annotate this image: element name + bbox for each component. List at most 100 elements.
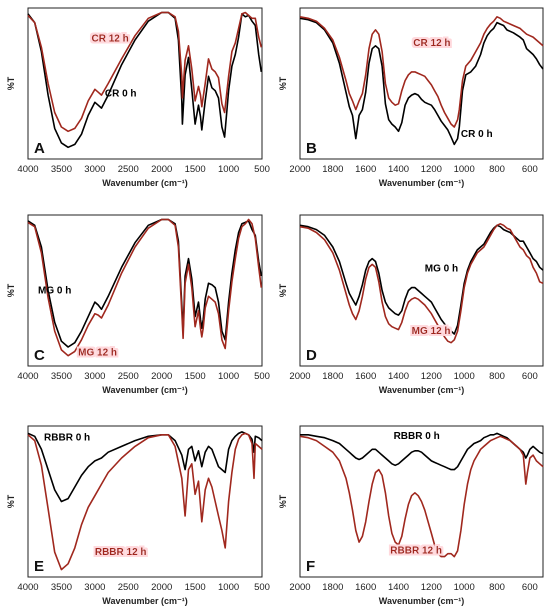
x-tick-label-a: 500 xyxy=(254,164,270,175)
series-line-c-control xyxy=(27,218,263,348)
x-tick-label-d: 2000 xyxy=(289,371,310,382)
x-tick-label-a: 4000 xyxy=(17,164,38,175)
series-line-d-control xyxy=(299,224,544,335)
panel-letter-d: D xyxy=(306,347,317,364)
panel-letter-b: B xyxy=(306,140,317,157)
plot-frame-a xyxy=(27,7,263,160)
plot-frame-e xyxy=(27,425,263,578)
x-tick-label-f: 2000 xyxy=(289,582,310,593)
x-tick-label-b: 1000 xyxy=(454,164,475,175)
x-tick-label-b: 1200 xyxy=(421,164,442,175)
series-line-d-treated xyxy=(299,223,544,344)
x-tick-label-a: 2000 xyxy=(151,164,172,175)
y-axis-label-b: %T xyxy=(278,76,288,90)
plot-frame-d xyxy=(299,214,544,367)
x-tick-label-d: 1200 xyxy=(421,371,442,382)
series-label-e-treated: RBBR 12 h xyxy=(95,547,147,558)
x-tick-label-a: 3500 xyxy=(51,164,72,175)
series-line-a-treated xyxy=(27,11,263,133)
x-tick-label-a: 1000 xyxy=(218,164,239,175)
x-tick-label-e: 500 xyxy=(254,582,270,593)
x-tick-label-e: 3000 xyxy=(84,582,105,593)
panel-b: CR 0 h CR 12 h 2000 1800 1600 1400 1200 1000 800… xyxy=(278,7,544,188)
x-tick-label-e: 3500 xyxy=(51,582,72,593)
series-label-b-control: CR 0 h xyxy=(461,129,493,140)
x-tick-label-c: 1000 xyxy=(218,371,239,382)
panel-f: RBBR 0 h RBBR 12 h 2000 1800 1600 1400 1200 100… xyxy=(278,425,544,606)
x-tick-label-a: 3000 xyxy=(84,164,105,175)
series-label-b-treated: CR 12 h xyxy=(413,38,450,49)
series-label-a-control: CR 0 h xyxy=(105,89,137,100)
x-tick-label-c: 3500 xyxy=(51,371,72,382)
x-tick-label-f: 1800 xyxy=(322,582,343,593)
series-label-a-treated: CR 12 h xyxy=(92,33,129,44)
panel-letter-c: C xyxy=(34,347,45,364)
x-tick-label-c: 3000 xyxy=(84,371,105,382)
x-tick-label-e: 2500 xyxy=(118,582,139,593)
x-tick-label-c: 500 xyxy=(254,371,270,382)
x-tick-label-a: 2500 xyxy=(118,164,139,175)
x-tick-label-d: 600 xyxy=(522,371,538,382)
series-line-c-treated xyxy=(27,218,263,357)
x-tick-label-f: 1200 xyxy=(421,582,442,593)
x-tick-label-b: 2000 xyxy=(289,164,310,175)
series-line-a-control xyxy=(27,11,263,149)
series-line-e-treated xyxy=(27,432,263,571)
y-axis-label-e: %T xyxy=(6,494,16,508)
series-label-f-treated: RBBR 12 h xyxy=(390,546,442,557)
x-tick-label-c: 2000 xyxy=(151,371,172,382)
x-tick-label-b: 600 xyxy=(522,164,538,175)
plot-frame-c xyxy=(27,214,263,367)
panel-c: MG 0 h MG 12 h 4000 3500 3000 2500 2000 1500 100… xyxy=(6,214,270,395)
x-tick-label-a: 1500 xyxy=(185,164,206,175)
panel-letter-e: E xyxy=(34,558,44,575)
panel-d: MG 0 h MG 12 h 2000 1800 1600 1400 1200 1000 800… xyxy=(278,214,544,395)
x-tick-label-d: 1000 xyxy=(454,371,475,382)
x-tick-label-b: 1400 xyxy=(388,164,409,175)
x-tick-label-e: 1500 xyxy=(185,582,206,593)
panel-a: CR 0 h CR 12 h 4000 3500 3000 2500 2000 1500 100… xyxy=(6,7,270,188)
x-tick-label-f: 1600 xyxy=(355,582,376,593)
y-axis-label-f: %T xyxy=(278,494,288,508)
series-label-c-treated: MG 12 h xyxy=(78,348,117,359)
series-label-d-control: MG 0 h xyxy=(425,264,458,275)
panel-letter-f: F xyxy=(306,558,315,575)
x-axis-label-b: Wavenumber (cm⁻¹) xyxy=(379,178,464,188)
x-axis-label-a: Wavenumber (cm⁻¹) xyxy=(102,178,187,188)
x-tick-label-d: 1400 xyxy=(388,371,409,382)
x-tick-label-c: 2500 xyxy=(118,371,139,382)
plot-frame-b xyxy=(299,7,544,160)
x-axis-label-c: Wavenumber (cm⁻¹) xyxy=(102,385,187,395)
x-tick-label-b: 800 xyxy=(489,164,505,175)
series-line-b-treated xyxy=(299,16,544,128)
x-tick-label-e: 2000 xyxy=(151,582,172,593)
series-line-e-control xyxy=(27,431,263,503)
panel-letter-a: A xyxy=(34,140,45,157)
series-label-c-control: MG 0 h xyxy=(38,285,71,296)
x-axis-label-d: Wavenumber (cm⁻¹) xyxy=(379,385,464,395)
y-axis-label-c: %T xyxy=(6,283,16,297)
series-label-d-treated: MG 12 h xyxy=(412,326,451,337)
x-tick-label-c: 4000 xyxy=(17,371,38,382)
x-tick-label-f: 600 xyxy=(522,582,538,593)
series-line-b-control xyxy=(299,17,544,146)
y-axis-label-a: %T xyxy=(6,76,16,90)
y-axis-label-d: %T xyxy=(278,283,288,297)
series-label-e-control: RBBR 0 h xyxy=(44,433,90,444)
x-tick-label-d: 800 xyxy=(489,371,505,382)
x-tick-label-e: 1000 xyxy=(218,582,239,593)
x-tick-label-b: 1600 xyxy=(355,164,376,175)
x-tick-label-b: 1800 xyxy=(322,164,343,175)
panel-e: RBBR 0 h RBBR 12 h 4000 3500 3000 2500 2000 150… xyxy=(6,425,270,606)
x-tick-label-f: 1400 xyxy=(388,582,409,593)
x-axis-label-f: Wavenumber (cm⁻¹) xyxy=(379,596,464,606)
series-line-f-treated xyxy=(299,435,544,558)
x-tick-label-d: 1800 xyxy=(322,371,343,382)
x-tick-label-d: 1600 xyxy=(355,371,376,382)
x-tick-label-f: 800 xyxy=(489,582,505,593)
x-tick-label-e: 4000 xyxy=(17,582,38,593)
x-tick-label-c: 1500 xyxy=(185,371,206,382)
x-axis-label-e: Wavenumber (cm⁻¹) xyxy=(102,596,187,606)
series-label-f-control: RBBR 0 h xyxy=(394,431,440,442)
